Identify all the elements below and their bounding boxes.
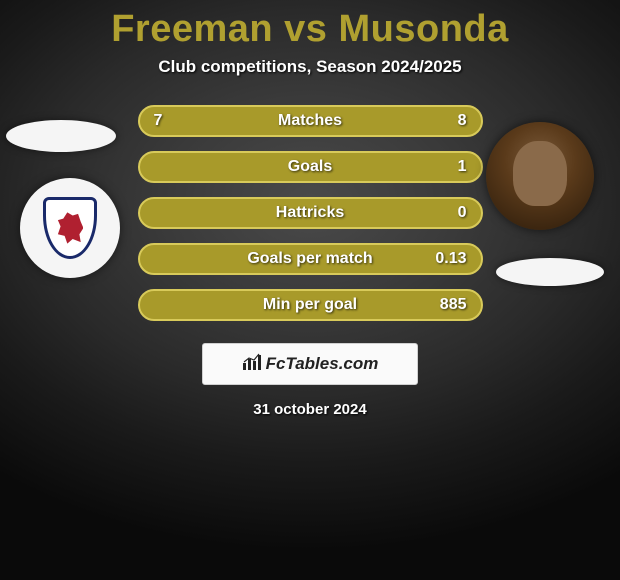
stat-right-value: 0 [431, 204, 467, 222]
stat-row: Goals per match 0.13 [138, 243, 483, 275]
stat-right-value: 885 [431, 296, 467, 314]
date-text: 31 october 2024 [0, 401, 620, 418]
stat-row: Goals 1 [138, 151, 483, 183]
stat-right-value: 0.13 [431, 250, 467, 268]
brand-box: FcTables.com [202, 343, 418, 385]
stat-left-value: 7 [154, 112, 190, 130]
stat-label: Goals [288, 158, 332, 176]
brand-text: FcTables.com [266, 354, 379, 374]
right-player-portrait [486, 122, 594, 230]
right-empty-ellipse [496, 258, 604, 286]
stat-right-value: 1 [431, 158, 467, 176]
left-club-badge [20, 178, 120, 278]
face-shape [513, 141, 567, 206]
page-title: Freeman vs Musonda [0, 8, 620, 51]
left-empty-ellipse [6, 120, 116, 152]
stats-container: 7 Matches 8 Goals 1 Hattricks 0 Goals per match… [138, 105, 483, 321]
stat-right-value: 8 [431, 112, 467, 130]
stat-label: Matches [278, 112, 342, 130]
stat-row: 7 Matches 8 [138, 105, 483, 137]
stat-label: Min per goal [263, 296, 357, 314]
chart-icon [242, 353, 262, 376]
content-wrap: Freeman vs Musonda Club competitions, Se… [0, 0, 620, 580]
stat-label: Goals per match [247, 250, 372, 268]
stat-row: Min per goal 885 [138, 289, 483, 321]
stat-row: Hattricks 0 [138, 197, 483, 229]
subtitle: Club competitions, Season 2024/2025 [0, 57, 620, 77]
shield-icon [43, 197, 97, 259]
stat-label: Hattricks [276, 204, 344, 222]
